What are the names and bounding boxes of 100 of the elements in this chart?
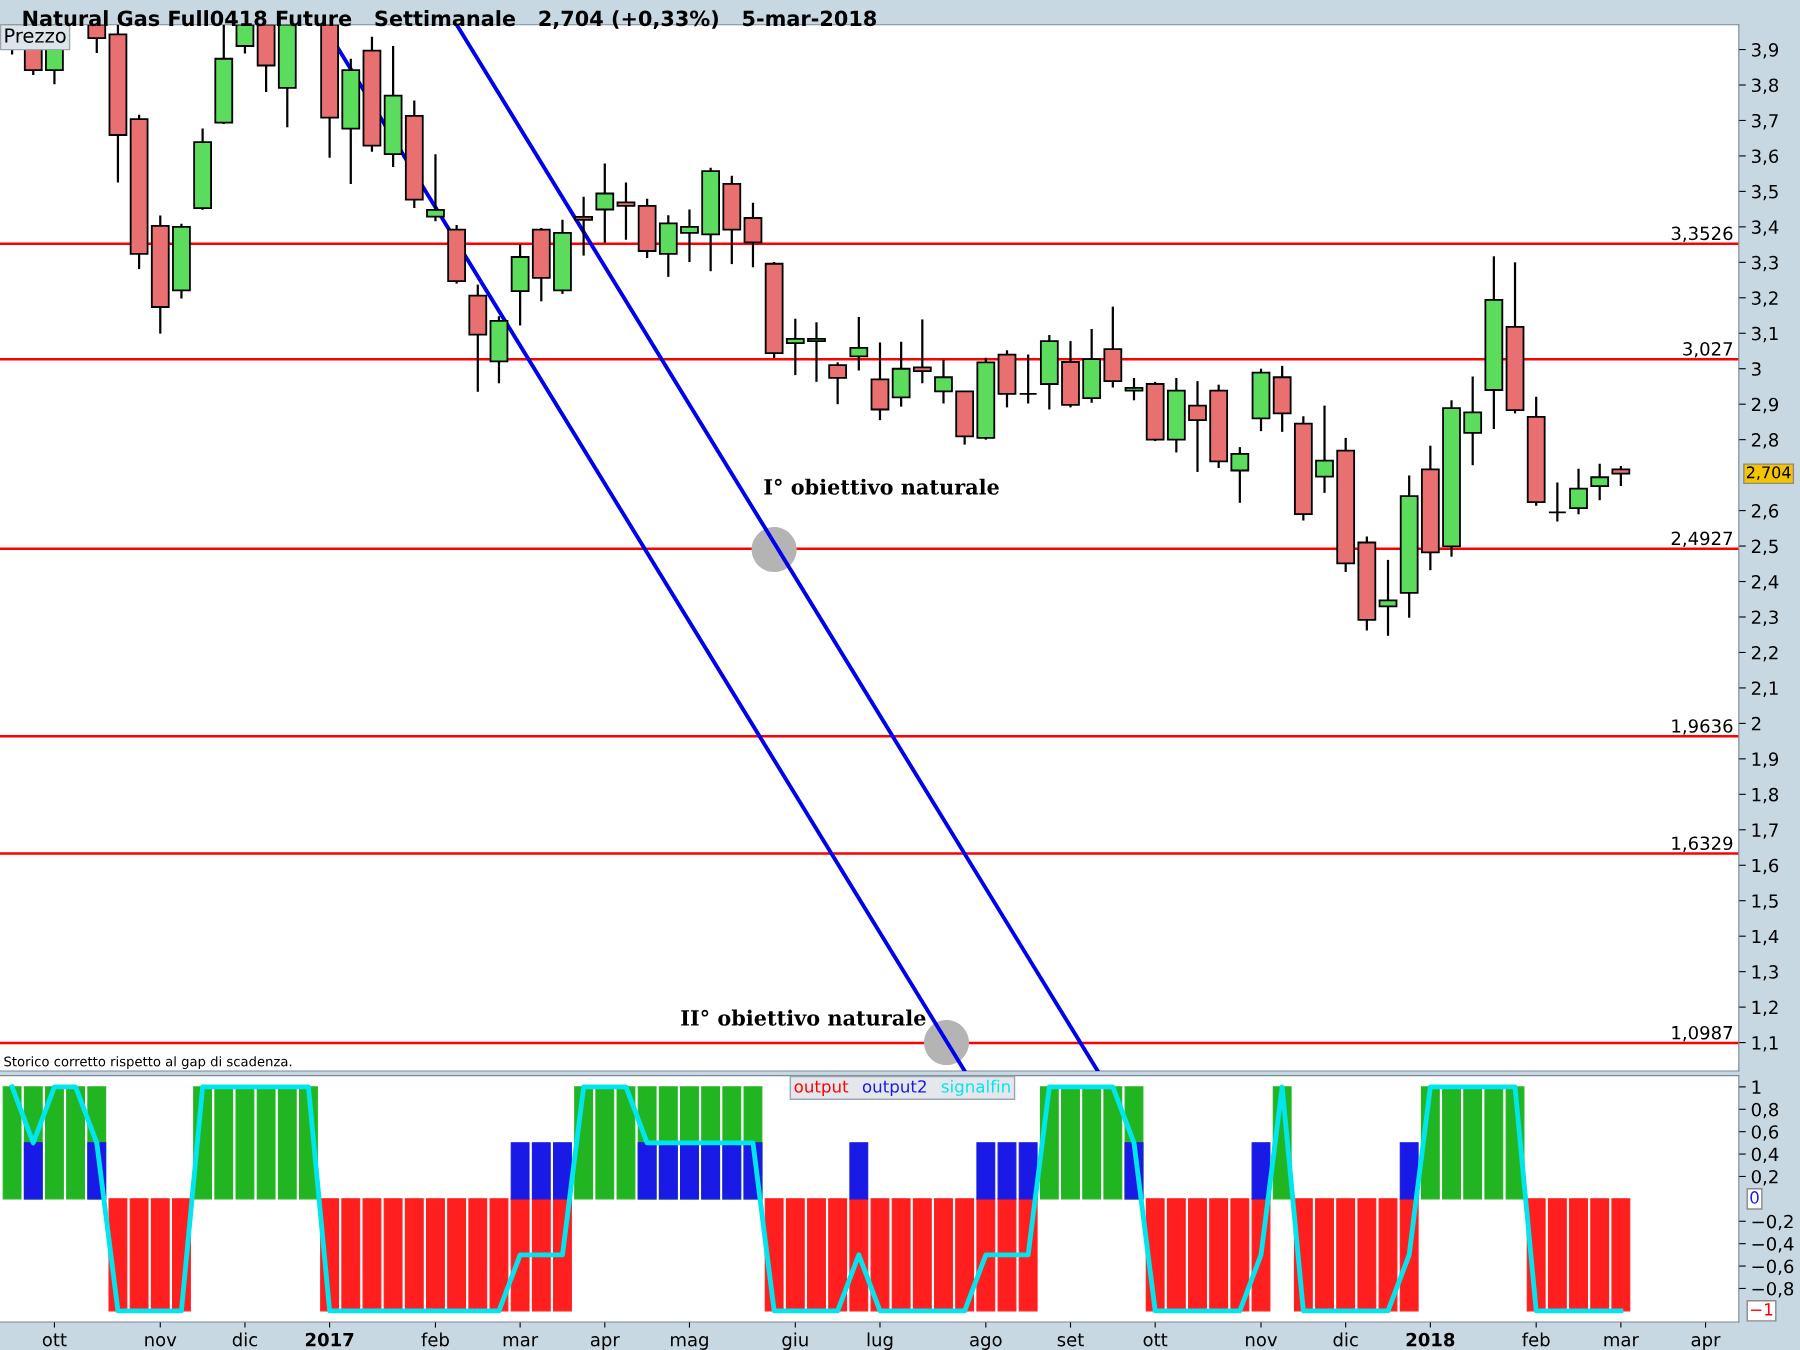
y-tick-label: 3,1 bbox=[1751, 326, 1778, 343]
y-tick-label: 0,2 bbox=[1751, 1169, 1778, 1186]
bar bbox=[489, 1198, 509, 1312]
ref-line-label: 1,0987 bbox=[1672, 1025, 1733, 1042]
bar bbox=[214, 1086, 234, 1200]
ref-line-label: 1,6329 bbox=[1672, 836, 1733, 852]
bar bbox=[701, 1142, 721, 1200]
candlestick bbox=[1590, 462, 1610, 502]
annotation: Storico corretto rispetto al gap di scadenza. bbox=[4, 1056, 292, 1069]
text: 2,704 bbox=[1746, 466, 1791, 481]
bar bbox=[1399, 1142, 1419, 1200]
x-tick-label: lug bbox=[867, 1332, 893, 1350]
y-tick-label: −0,4 bbox=[1752, 1237, 1794, 1253]
y-tick-label: 1,9 bbox=[1752, 752, 1779, 768]
candlestick bbox=[616, 181, 636, 241]
x-tick-label: giu bbox=[782, 1332, 808, 1350]
y-tick-label: 1,6 bbox=[1752, 858, 1779, 875]
y-tick-label: 2,8 bbox=[1751, 433, 1779, 449]
candlestick bbox=[1547, 481, 1567, 523]
y-tick-label: 1 bbox=[1752, 1080, 1761, 1094]
bar bbox=[510, 1198, 530, 1312]
bar bbox=[66, 1086, 86, 1200]
y-tick-label: 2,2 bbox=[1751, 645, 1778, 662]
x-tick-label: feb bbox=[1522, 1332, 1550, 1347]
candlestick bbox=[426, 153, 445, 223]
candlestick bbox=[912, 318, 932, 385]
bar bbox=[1082, 1086, 1102, 1200]
x-tick-label: apr bbox=[590, 1336, 620, 1350]
ref-line-label: 3,3526 bbox=[1671, 226, 1733, 243]
bar bbox=[616, 1086, 636, 1200]
x-tick-label: mar bbox=[503, 1336, 539, 1347]
y-tick-label: 3,4 bbox=[1751, 220, 1779, 236]
bar bbox=[2, 1086, 22, 1200]
y-tick-label: 2,3 bbox=[1751, 610, 1778, 626]
ref-line-label: 2,4927 bbox=[1671, 531, 1733, 547]
candlestick bbox=[1124, 376, 1144, 402]
bar bbox=[531, 1198, 551, 1312]
y-tick-label: 3,7 bbox=[1751, 113, 1778, 130]
y-tick-label: 2,4 bbox=[1751, 574, 1779, 591]
y-tick-label: 3,9 bbox=[1751, 42, 1779, 59]
x-tick-label: nov bbox=[145, 1336, 177, 1347]
y-tick-label: 1,1 bbox=[1752, 1036, 1778, 1052]
candlestick bbox=[1378, 558, 1398, 637]
bar bbox=[23, 1142, 43, 1200]
candlestick bbox=[1188, 380, 1207, 474]
bar bbox=[1018, 1142, 1038, 1200]
candlestick bbox=[1315, 404, 1334, 494]
x-tick-label: dic bbox=[232, 1332, 258, 1347]
bar bbox=[44, 1086, 64, 1200]
x-tick-label: set bbox=[1057, 1333, 1084, 1347]
bar bbox=[531, 1142, 551, 1200]
x-tick-label: ago bbox=[970, 1336, 1002, 1350]
x-tick-label: ott bbox=[1143, 1333, 1168, 1347]
candlestick bbox=[849, 315, 869, 372]
bar bbox=[510, 1142, 530, 1200]
candlestick bbox=[680, 208, 699, 264]
bar bbox=[595, 1086, 615, 1200]
y-tick-label: 2,1 bbox=[1751, 681, 1778, 697]
candlestick bbox=[574, 195, 594, 257]
series-label: output bbox=[794, 1080, 849, 1096]
bar bbox=[1251, 1142, 1271, 1200]
bar bbox=[976, 1198, 996, 1312]
y-tick-label: 0,6 bbox=[1751, 1125, 1779, 1141]
x-tick-label: dic bbox=[1333, 1332, 1358, 1347]
y-tick-label: 3 bbox=[1751, 362, 1761, 376]
y-tick-label: 1,4 bbox=[1752, 929, 1779, 946]
y-tick-label: 1,3 bbox=[1752, 965, 1778, 981]
y-tick-label: 0,8 bbox=[1751, 1102, 1779, 1119]
y-tick-label: 2,5 bbox=[1751, 539, 1778, 556]
bar bbox=[658, 1142, 678, 1200]
candlestick bbox=[807, 321, 826, 383]
x-tick-label: ott bbox=[42, 1333, 67, 1347]
text: output2 bbox=[862, 1080, 926, 1096]
y-tick-label: −0,8 bbox=[1752, 1281, 1794, 1298]
ref-line-label: 3,027 bbox=[1683, 341, 1733, 358]
x-tick-label: mag bbox=[671, 1336, 708, 1350]
x-tick-label: feb bbox=[421, 1332, 449, 1347]
annotation: I° obiettivo naturale bbox=[764, 478, 999, 495]
bar bbox=[1103, 1086, 1123, 1200]
bar bbox=[277, 1086, 297, 1200]
y-tick-label: 3,8 bbox=[1751, 78, 1779, 94]
candlestick bbox=[1463, 375, 1483, 467]
y-tick-label: 2,6 bbox=[1751, 504, 1779, 520]
candlestick bbox=[1569, 467, 1588, 516]
y-tick-label: 1,5 bbox=[1752, 894, 1778, 910]
x-tick-label: 2017 bbox=[305, 1332, 354, 1347]
candlestick bbox=[785, 317, 805, 377]
bar bbox=[997, 1142, 1017, 1200]
bar bbox=[553, 1142, 572, 1200]
bar bbox=[1230, 1198, 1250, 1312]
bar bbox=[955, 1198, 975, 1312]
y-tick-label: 3,3 bbox=[1751, 255, 1778, 272]
bar bbox=[256, 1086, 276, 1200]
candlestick bbox=[1230, 446, 1250, 504]
bar bbox=[1463, 1086, 1483, 1200]
y-tick-label: 1,8 bbox=[1752, 787, 1779, 804]
candlestick bbox=[934, 358, 953, 405]
bar bbox=[976, 1142, 996, 1200]
y-tick-label: 3,5 bbox=[1751, 184, 1778, 201]
bar bbox=[870, 1198, 890, 1312]
